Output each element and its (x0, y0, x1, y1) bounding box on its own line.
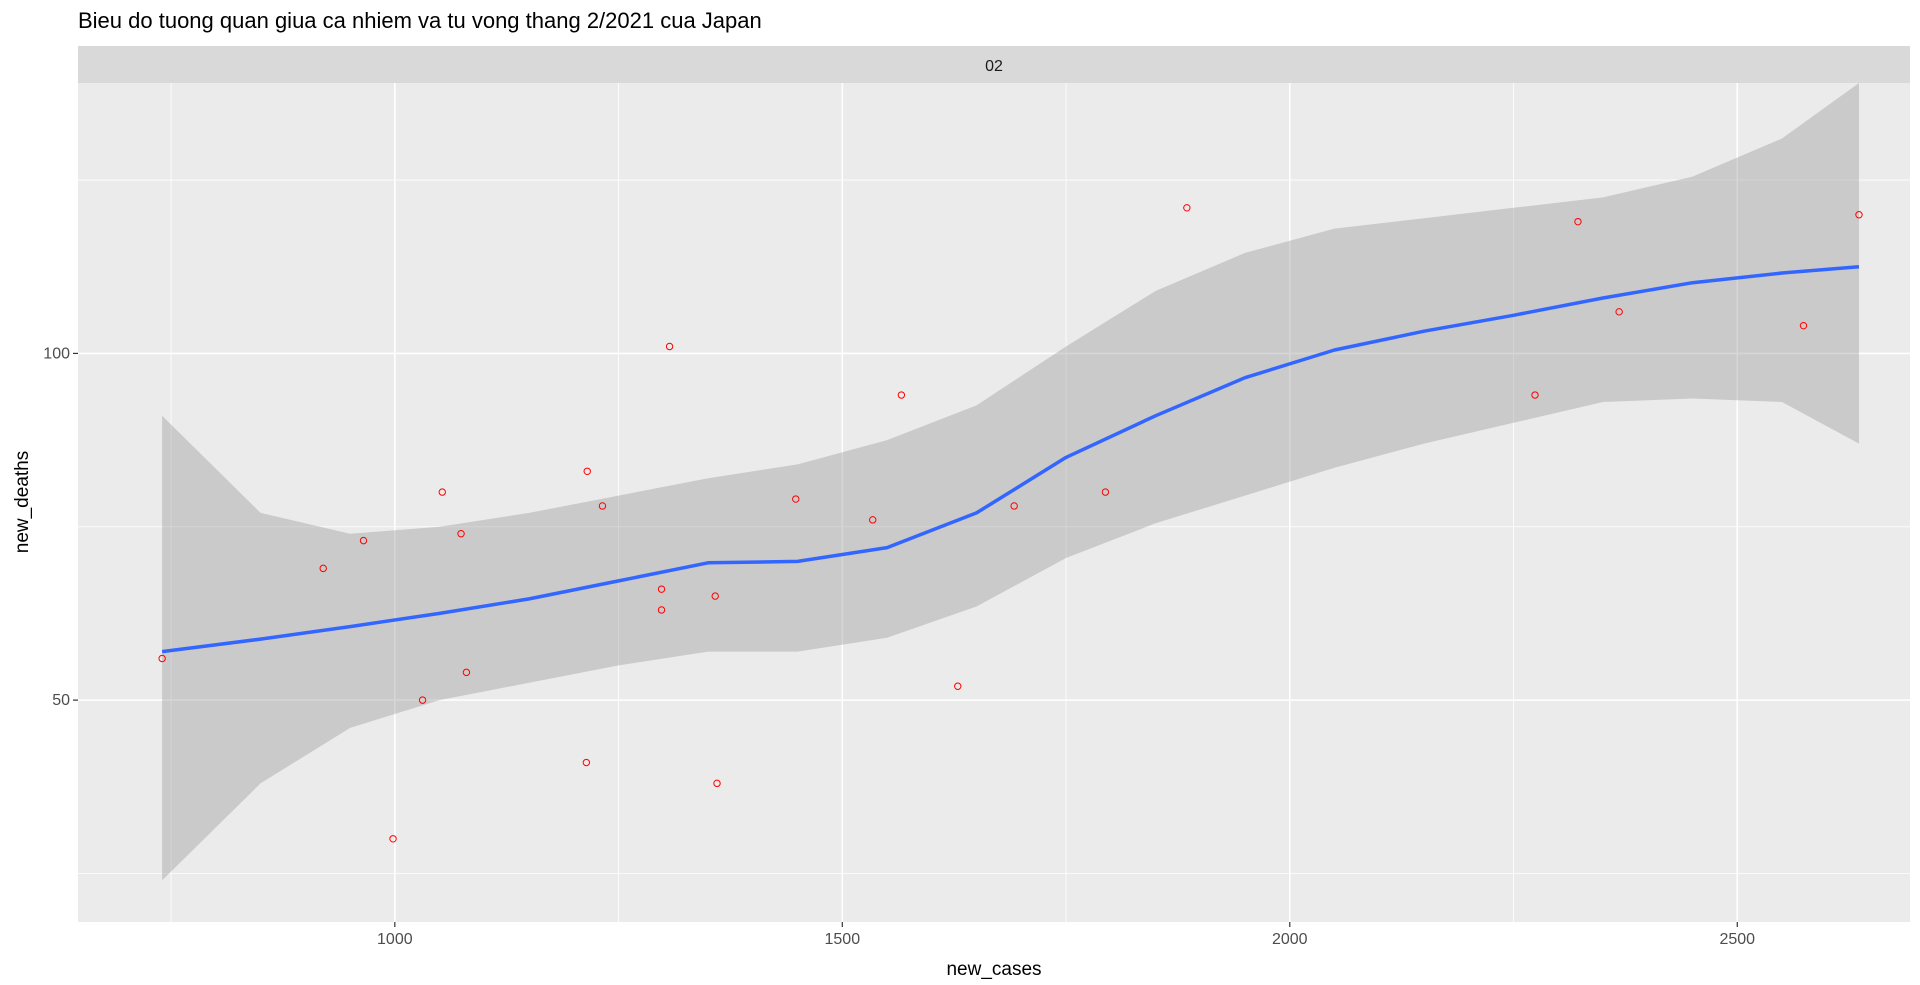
data-point (359, 536, 368, 545)
data-point (657, 585, 666, 593)
x-tick-label: 1500 (825, 931, 861, 948)
data-point (1855, 211, 1863, 219)
x-tick-label: 2500 (1719, 931, 1755, 948)
data-point (954, 682, 962, 690)
data-point (418, 696, 427, 704)
data-point (582, 758, 591, 767)
grid-minor (78, 83, 1910, 922)
data-point (438, 488, 446, 496)
data-point (665, 342, 674, 351)
x-tick-label: 2000 (1272, 931, 1308, 948)
data-point (319, 564, 327, 573)
grid-major (78, 83, 1910, 922)
smooth-line (161, 264, 1860, 654)
x-axis-title: new_cases (946, 959, 1041, 980)
data-point (457, 530, 465, 538)
data-point (1010, 502, 1018, 510)
data-point (389, 835, 397, 843)
data-point (598, 502, 607, 510)
y-tick-label: 50 (52, 692, 70, 709)
data-point (1531, 391, 1539, 399)
y-axis-title: new_deaths (12, 451, 33, 553)
data-point (897, 391, 906, 399)
facet-strip (78, 46, 1910, 83)
data-point (713, 779, 721, 788)
confidence-ribbon (162, 83, 1860, 881)
y-tick-label: 100 (43, 345, 70, 362)
chart-title: Bieu do tuong quan giua ca nhiem va tu v… (78, 8, 762, 33)
data-point (1615, 308, 1623, 316)
data-point (158, 654, 166, 663)
x-axis: 1000 1500 2000 2500 (377, 922, 1755, 948)
data-point (657, 606, 666, 614)
x-tick-label: 1000 (377, 931, 413, 948)
data-point (711, 592, 719, 600)
data-points (158, 204, 1863, 843)
data-point (1101, 488, 1110, 496)
y-axis: 50 100 (43, 345, 78, 709)
data-point (1574, 217, 1582, 226)
data-point (1799, 321, 1808, 330)
data-point (792, 495, 800, 503)
data-point (1183, 204, 1191, 212)
data-point (869, 516, 877, 524)
data-point (462, 668, 471, 677)
facet-strip-label: 02 (985, 58, 1003, 75)
data-point (583, 467, 591, 475)
